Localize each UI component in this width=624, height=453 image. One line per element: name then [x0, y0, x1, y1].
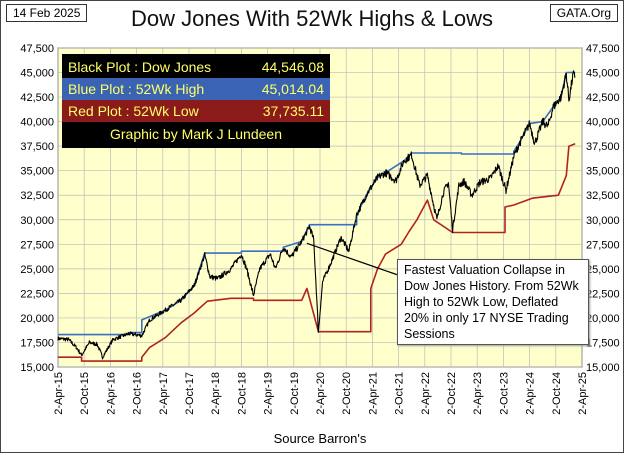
y-tick-label-left: 35,000 — [20, 166, 54, 178]
y-tick-label-left: 40,000 — [20, 117, 54, 129]
y-tick-label-right: 42,500 — [586, 92, 620, 104]
y-tick-label-left: 30,000 — [20, 215, 54, 227]
x-tick-label: 2-Oct-21 — [394, 372, 406, 415]
y-axis-right: 15,000 17,500 20,000 22,500 25,000 27,500 30,0… — [586, 43, 620, 374]
y-tick-label-left: 27,500 — [20, 239, 54, 251]
legend-value-dow: 44,546.08 — [261, 59, 324, 75]
annotation-box: Fastest Valuation Collapse in Dow Jones … — [397, 259, 589, 345]
annotation-arrow — [306, 242, 399, 276]
x-tick-label: 2-Oct-17 — [184, 372, 196, 415]
legend-row-dow: Black Plot : Dow Jones 44,546.08 — [62, 56, 330, 78]
y-tick-label-left: 42,500 — [20, 92, 54, 104]
y-tick-label-right: 37,500 — [586, 141, 620, 153]
legend-label-high: Blue Plot : 52Wk High — [68, 81, 205, 97]
x-axis: 2-Apr-15 2-Oct-15 2-Apr-16 2-Oct-16 2-Apr-17… — [53, 372, 589, 415]
x-tick-label: 2-Oct-24 — [551, 372, 563, 415]
y-tick-label-right: 22,500 — [586, 288, 620, 300]
x-axis-label: Source Barron's — [274, 431, 367, 446]
x-tick-label: 2-Apr-16 — [105, 372, 117, 415]
source-label: GATA.Org — [549, 4, 618, 22]
y-tick-label-right: 15,000 — [586, 362, 620, 374]
legend-credit: Graphic by Mark J Lundeen — [110, 126, 282, 142]
x-tick-label: 2-Oct-23 — [498, 372, 510, 415]
x-tick-label: 2-Apr-23 — [472, 372, 484, 415]
x-tick-label: 2-Oct-16 — [132, 372, 144, 415]
x-tick-label: 2-Apr-21 — [367, 372, 379, 415]
x-tick-label: 2-Apr-17 — [158, 372, 170, 415]
x-tick-label: 2-Oct-20 — [341, 372, 353, 415]
x-tick-label: 2-Apr-22 — [420, 372, 432, 415]
x-tick-label: 2-Apr-15 — [53, 372, 65, 415]
series-line-52wk-low — [58, 143, 576, 362]
y-axis-left: 15,000 17,500 20,000 22,500 25,000 27,500 30,0… — [20, 43, 54, 374]
chart-title: Dow Jones With 52Wk Highs & Lows — [131, 6, 493, 31]
series-lines — [57, 70, 576, 362]
x-tick-label: 2-Apr-24 — [525, 372, 537, 415]
legend-value-high: 45,014.04 — [261, 81, 324, 97]
y-tick-label-right: 25,000 — [586, 264, 620, 276]
y-tick-label-left: 37,500 — [20, 141, 54, 153]
x-tick-label: 2-Oct-22 — [446, 372, 458, 415]
y-tick-label-left: 45,000 — [20, 68, 54, 80]
legend-label-low: Red Plot : 52Wk Low — [68, 103, 199, 119]
y-tick-label-left: 32,500 — [20, 190, 54, 202]
y-tick-label-left: 22,500 — [20, 288, 54, 300]
y-tick-label-right: 30,000 — [586, 215, 620, 227]
x-tick-label: 2-Oct-19 — [289, 372, 301, 415]
y-tick-label-left: 15,000 — [20, 362, 54, 374]
y-tick-label-right: 40,000 — [586, 117, 620, 129]
legend-label-dow: Black Plot : Dow Jones — [68, 59, 212, 75]
date-label: 14 Feb 2025 — [6, 4, 88, 22]
y-tick-label-right: 17,500 — [586, 337, 620, 349]
y-tick-label-right: 47,500 — [586, 43, 620, 55]
y-tick-label-right: 45,000 — [586, 68, 620, 80]
y-tick-label-right: 35,000 — [586, 166, 620, 178]
y-tick-label-left: 20,000 — [20, 313, 54, 325]
legend-value-low: 37,735.11 — [262, 103, 324, 119]
series-line-dow-jones — [57, 70, 576, 360]
y-tick-label-left: 47,500 — [20, 43, 54, 55]
y-tick-label-right: 27,500 — [586, 239, 620, 251]
y-tick-label-left: 17,500 — [20, 337, 54, 349]
legend-row-high: Blue Plot : 52Wk High 45,014.04 — [62, 78, 330, 100]
x-tick-label: 2-Apr-20 — [315, 372, 327, 415]
x-tick-label: 2-Oct-15 — [79, 372, 91, 415]
legend-row-low: Red Plot : 52Wk Low 37,735.11 — [62, 100, 330, 122]
x-tick-label: 2-Apr-25 — [577, 372, 589, 415]
x-tick-label: 2-Apr-19 — [263, 372, 275, 415]
legend-box: Black Plot : Dow Jones 44,546.08 Blue Pl… — [62, 54, 330, 148]
y-tick-label-left: 25,000 — [20, 264, 54, 276]
x-tick-label: 2-Apr-18 — [210, 372, 222, 415]
x-tick-label: 2-Oct-18 — [236, 372, 248, 415]
y-tick-label-right: 32,500 — [586, 190, 620, 202]
y-tick-label-right: 20,000 — [586, 313, 620, 325]
